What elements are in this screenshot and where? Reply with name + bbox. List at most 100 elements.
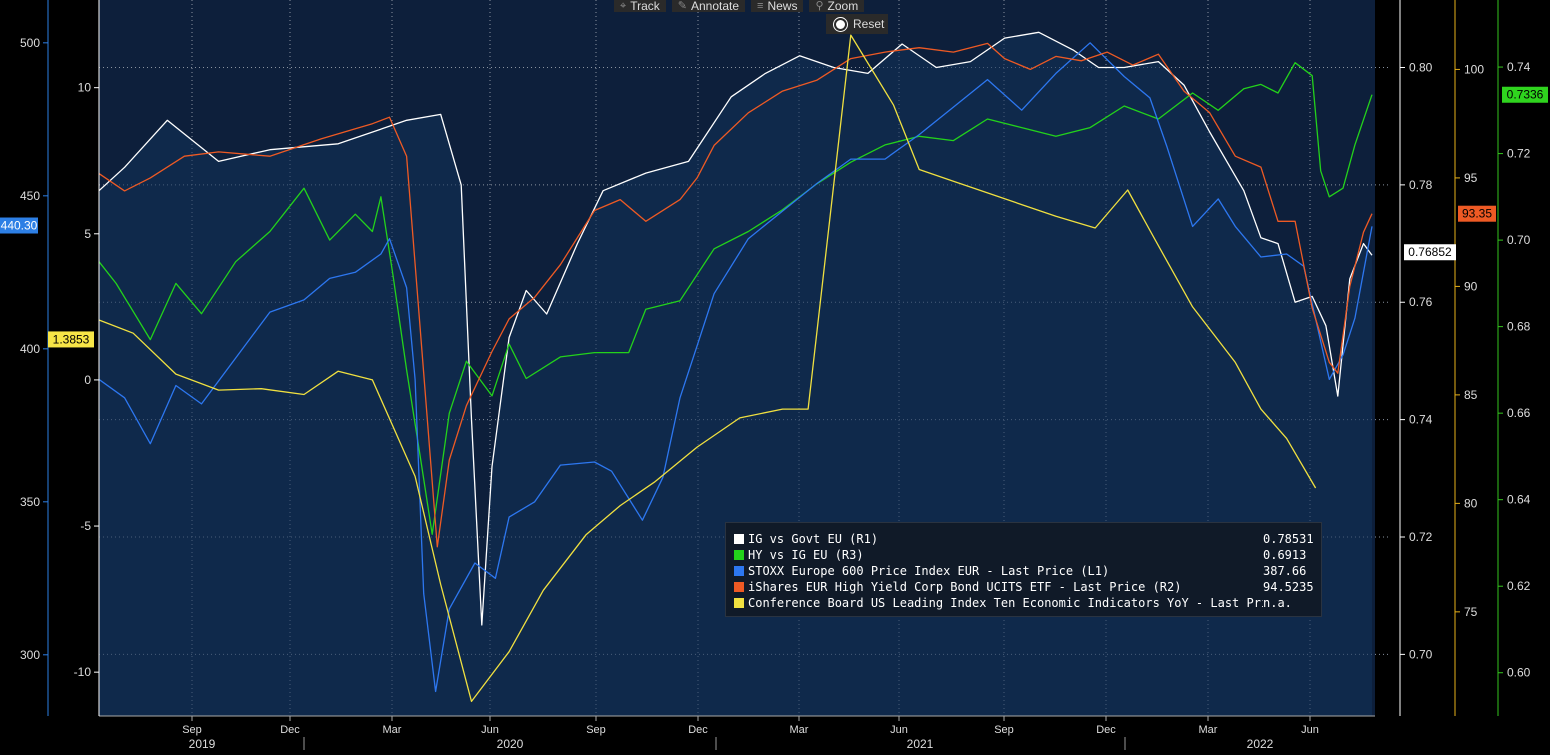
legend-swatch xyxy=(734,550,744,560)
x-year-label: 2019 xyxy=(189,737,216,751)
toolbar: ⌖ Track ✎ Annotate ≡ News ⚲ Zoom xyxy=(614,0,865,12)
y-tick-label: 95 xyxy=(1464,171,1478,185)
x-tick-label: Dec xyxy=(688,724,708,736)
track-button[interactable]: ⌖ Track xyxy=(614,0,666,12)
legend-label: IG vs Govt EU (R1) xyxy=(748,532,879,546)
last-value-label: 1.3853 xyxy=(53,332,90,346)
legend-value: n.a. xyxy=(1263,596,1292,610)
legend-row: iShares EUR High Yield Corp Bond UCITS E… xyxy=(734,579,1314,595)
last-value-tag xyxy=(0,217,38,234)
x-tick-label: Jun xyxy=(890,724,908,736)
last-value-tag xyxy=(48,331,94,348)
y-tick-label: 0.70 xyxy=(1507,233,1531,247)
legend-label: STOXX Europe 600 Price Index EUR - Last … xyxy=(748,564,1110,578)
reset-label: Reset xyxy=(853,17,885,31)
x-year-label: 2021 xyxy=(907,737,934,751)
x-year-label: 2020 xyxy=(497,737,524,751)
last-value-tag xyxy=(1404,244,1456,261)
zoom-label: Zoom xyxy=(827,0,859,12)
series-line xyxy=(98,31,1373,626)
legend-row: IG vs Govt EU (R1) 0.78531 xyxy=(734,531,1314,547)
x-tick-label: Sep xyxy=(586,724,606,736)
y-tick-label: -10 xyxy=(74,665,92,679)
y-tick-label: 0.80 xyxy=(1409,60,1433,74)
legend-value: 387.66 xyxy=(1263,564,1307,578)
y-tick-label: 0.74 xyxy=(1409,413,1433,427)
y-tick-label: 0.72 xyxy=(1507,147,1531,161)
y-tick-label: -5 xyxy=(80,519,91,533)
legend-row: STOXX Europe 600 Price Index EUR - Last … xyxy=(734,563,1313,579)
y-tick-label: 0.60 xyxy=(1507,666,1531,680)
series-line xyxy=(98,42,1373,693)
annotate-label: Annotate xyxy=(690,0,740,12)
magnifier-icon: ⚲ xyxy=(815,0,824,12)
y-tick-label: 85 xyxy=(1464,388,1478,402)
series-line xyxy=(98,34,1317,703)
y-tick-label: 300 xyxy=(20,648,40,662)
legend-value: 0.6913 xyxy=(1263,548,1307,562)
news-icon: ≡ xyxy=(757,0,764,12)
pencil-icon: ✎ xyxy=(677,0,687,12)
legend: IG vs Govt EU (R1) 0.78531 HY vs IG EU (R… xyxy=(725,522,1322,617)
legend-swatch xyxy=(734,598,744,608)
y-tick-label: 0 xyxy=(84,373,91,387)
legend-label: Conference Board US Leading Index Ten Ec… xyxy=(748,596,1263,610)
track-label: Track xyxy=(630,0,660,12)
y-tick-label: 0.74 xyxy=(1507,60,1531,74)
x-tick-label: Jun xyxy=(481,724,499,736)
y-tick-label: 0.70 xyxy=(1409,647,1433,661)
y-tick-label: 350 xyxy=(20,495,40,509)
last-value-label: 0.7336 xyxy=(1507,88,1544,102)
zoom-button[interactable]: ⚲ Zoom xyxy=(809,0,865,12)
x-tick-label: Mar xyxy=(383,724,402,736)
y-tick-label: 75 xyxy=(1464,605,1478,619)
y-tick-label: 80 xyxy=(1464,496,1478,510)
news-label: News xyxy=(767,0,798,12)
legend-swatch xyxy=(734,566,744,576)
reset-button[interactable]: Reset xyxy=(826,14,888,34)
y-tick-label: 450 xyxy=(20,189,40,203)
x-tick-label: Sep xyxy=(994,724,1014,736)
y-tick-label: 0.64 xyxy=(1507,493,1531,507)
y-tick-label: 0.66 xyxy=(1507,406,1531,420)
x-year-label: 2022 xyxy=(1247,737,1274,751)
y-tick-label: 500 xyxy=(20,36,40,50)
y-tick-label: 400 xyxy=(20,342,40,356)
legend-value: 94.5235 xyxy=(1263,580,1314,594)
news-button[interactable]: ≡ News xyxy=(751,0,804,12)
y-tick-label: 90 xyxy=(1464,279,1478,293)
x-tick-label: Jun xyxy=(1301,724,1319,736)
legend-swatch xyxy=(734,582,744,592)
y-tick-label: 10 xyxy=(78,81,92,95)
last-value-label: 93.35 xyxy=(1462,207,1492,221)
annotate-button[interactable]: ✎ Annotate xyxy=(671,0,746,12)
legend-row: Conference Board US Leading Index Ten Ec… xyxy=(734,595,1313,611)
last-value-label: 440.30 xyxy=(1,219,38,233)
legend-label: HY vs IG EU (R3) xyxy=(748,548,864,562)
crosshair-icon: ⌖ xyxy=(620,0,627,12)
y-tick-label: 0.78 xyxy=(1409,178,1433,192)
y-tick-label: 100 xyxy=(1464,62,1484,76)
last-value-tag xyxy=(1502,86,1548,103)
x-tick-label: Mar xyxy=(790,724,809,736)
series-line xyxy=(98,62,1373,535)
reset-icon xyxy=(834,17,847,31)
x-tick-label: Dec xyxy=(1096,724,1116,736)
x-tick-label: Mar xyxy=(1199,724,1218,736)
y-tick-label: 0.62 xyxy=(1507,579,1531,593)
x-tick-label: Sep xyxy=(182,724,202,736)
y-tick-label: 0.72 xyxy=(1409,530,1433,544)
legend-value: 0.78531 xyxy=(1263,532,1314,546)
legend-swatch xyxy=(734,534,744,544)
last-value-tag xyxy=(1458,205,1496,222)
x-tick-label: Dec xyxy=(280,724,300,736)
y-tick-label: 5 xyxy=(84,227,91,241)
y-tick-label: 0.68 xyxy=(1507,320,1531,334)
series-line xyxy=(98,42,1373,548)
y-tick-label: 0.76 xyxy=(1409,295,1433,309)
last-value-label: 0.76852 xyxy=(1408,245,1452,259)
legend-label: iShares EUR High Yield Corp Bond UCITS E… xyxy=(748,580,1182,594)
legend-row: HY vs IG EU (R3) 0.6913 xyxy=(734,547,1313,563)
